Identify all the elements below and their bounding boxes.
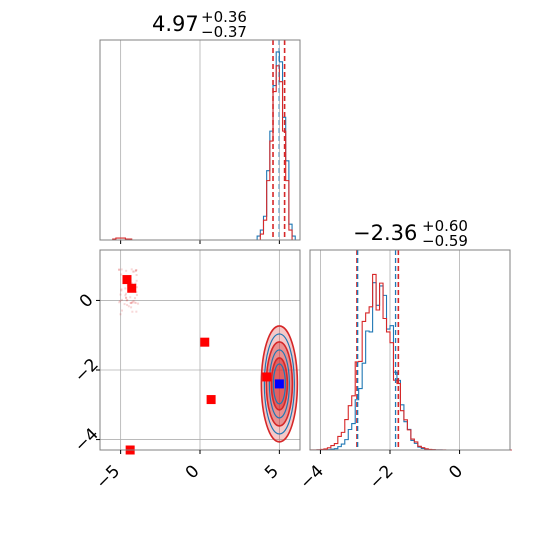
panel-marginal-y: −4 −2 0 <box>296 249 512 493</box>
hist-series-red <box>309 273 512 451</box>
faint-point <box>120 309 123 312</box>
faint-point <box>130 306 133 309</box>
title-right-minus: −0.59 <box>422 232 468 250</box>
marker-red <box>262 372 272 382</box>
contour-blue <box>268 349 290 419</box>
faint-point <box>130 268 133 271</box>
faint-point <box>133 301 136 304</box>
faint-point <box>120 289 123 292</box>
tick-label-x: 0 <box>445 461 467 483</box>
faint-point <box>134 269 137 272</box>
faint-point <box>131 301 134 304</box>
faint-point <box>118 268 121 271</box>
faint-point <box>125 299 128 302</box>
faint-point <box>124 294 127 297</box>
faint-point <box>137 302 140 305</box>
axes-frame <box>309 249 511 451</box>
faint-point <box>125 269 128 272</box>
tick-label-y: −4 <box>71 424 103 456</box>
faint-point <box>129 302 132 305</box>
faint-point <box>120 273 123 276</box>
faint-point <box>131 310 134 313</box>
contour-red <box>270 357 289 411</box>
faint-point <box>118 301 121 304</box>
title-top-value: 4.97 <box>152 12 199 36</box>
contour-blue <box>272 363 286 405</box>
title-top-minus: −0.37 <box>201 23 247 41</box>
faint-point <box>118 268 121 271</box>
faint-point <box>135 286 138 289</box>
panel-joint-scatter: −5 0 5 −4 −2 0 <box>71 249 301 493</box>
title-right-value: −2.36 <box>353 221 417 245</box>
tick-label-x: 5 <box>261 461 283 483</box>
marker-red <box>206 395 216 405</box>
faint-point <box>129 296 132 299</box>
marker-red <box>200 337 210 347</box>
faint-point <box>125 297 128 300</box>
faint-point <box>135 279 138 282</box>
faint-point <box>133 297 136 300</box>
faint-point <box>119 300 122 303</box>
faint-point <box>126 298 129 301</box>
faint-point <box>119 293 122 296</box>
faint-point <box>135 310 138 313</box>
faint-point <box>133 270 136 273</box>
faint-point <box>131 270 134 273</box>
faint-point <box>124 292 127 295</box>
marker-red <box>127 283 137 293</box>
tick-label-x: −5 <box>92 461 124 493</box>
title-top-plus: +0.36 <box>201 8 247 26</box>
faint-point <box>131 301 134 304</box>
tick-label-y: 0 <box>76 290 98 312</box>
contour-blue <box>263 333 295 435</box>
faint-point <box>135 274 138 277</box>
tick-label-x: −2 <box>366 461 398 493</box>
marker-red <box>122 275 132 285</box>
faint-point <box>131 282 134 285</box>
faint-point <box>119 313 122 316</box>
tick-label-x: −4 <box>296 461 328 493</box>
faint-point <box>124 287 127 290</box>
title-right-plus: +0.60 <box>422 217 468 235</box>
faint-point <box>134 301 137 304</box>
faint-point <box>127 305 130 308</box>
contour-red <box>260 325 299 443</box>
faint-point <box>135 269 138 272</box>
faint-point <box>135 294 138 297</box>
title-top-panel: 4.97 +0.36 −0.37 <box>152 8 247 41</box>
faint-point <box>123 303 126 306</box>
hist-series-red <box>112 65 293 240</box>
title-right-panel: −2.36 +0.60 −0.59 <box>353 217 468 250</box>
faint-point <box>125 296 128 299</box>
axes-frame <box>99 39 301 241</box>
tick-label-x: 0 <box>182 461 204 483</box>
faint-point <box>134 282 137 285</box>
faint-point <box>126 303 129 306</box>
faint-point <box>134 269 137 272</box>
svg-text:4.97: 4.97 <box>152 12 199 36</box>
faint-point <box>129 301 132 304</box>
faint-point <box>120 268 123 271</box>
panel-marginal-x <box>99 39 301 244</box>
faint-point <box>135 291 138 294</box>
contour-red <box>265 341 294 427</box>
faint-point <box>120 298 123 301</box>
faint-point <box>120 288 123 291</box>
hist-series-blue <box>309 282 512 451</box>
faint-point <box>132 299 135 302</box>
tick-label-y: −2 <box>71 355 103 387</box>
marker-blue <box>274 379 284 389</box>
